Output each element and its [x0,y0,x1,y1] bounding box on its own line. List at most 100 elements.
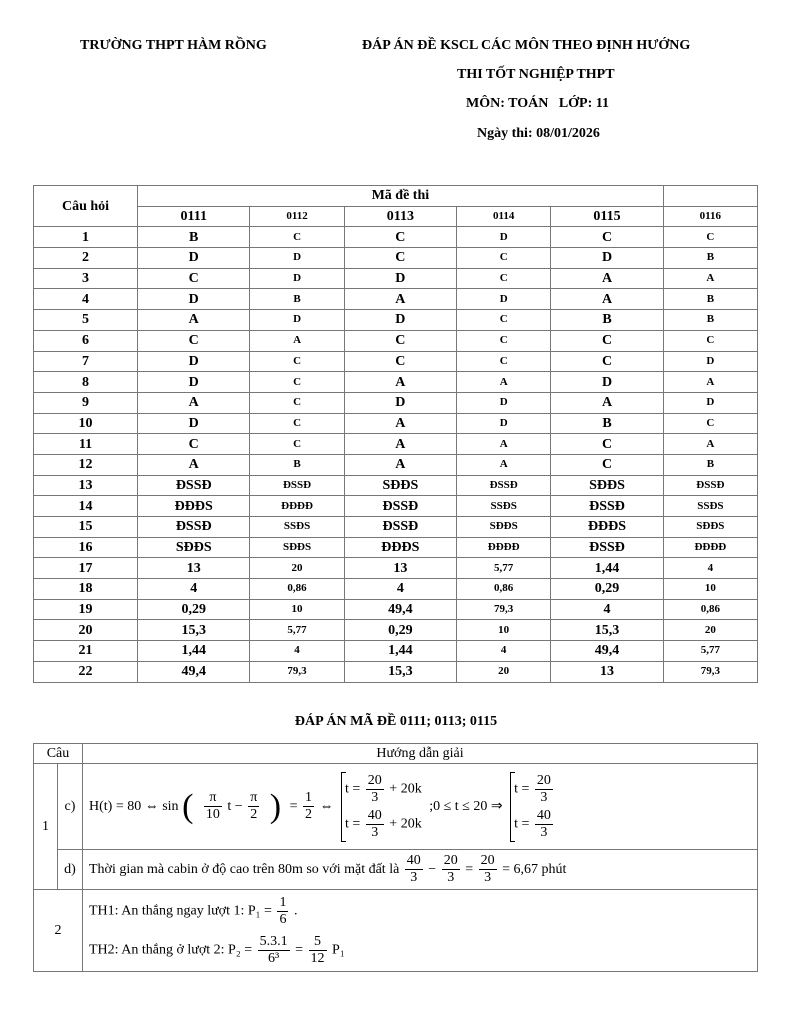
math-text: = [461,861,477,877]
answer-cell: 4 [343,578,458,600]
question-number-cell: 19 [33,598,138,621]
answer-cell: ĐSSĐ [136,474,251,497]
fraction-denominator: 2 [250,807,258,822]
answer-cell: ĐĐĐĐ [249,495,345,517]
answer-cell: 15,3 [136,619,251,642]
answer-cell: D [343,267,458,290]
math-text: − [424,861,440,877]
math-fraction: 5 12 [308,934,327,967]
answer-cell: 5,77 [249,619,345,642]
table-row: 18 4 0,86 4 0,86 0,29 10 [33,578,759,600]
fraction-numerator: 1 [277,894,289,912]
answer-cell: 10 [249,598,345,621]
question-number-cell: 7 [33,350,138,373]
math-fraction: 20 3 [478,853,497,886]
answer-cell: B [550,309,664,331]
answer-cell: 49,4 [343,598,458,621]
math-text: H(t) = 80 ⇔ sin [89,798,183,814]
fraction-numerator: 20 [365,772,384,790]
math-text: t = [345,816,364,832]
solution-section-title: ĐÁP ÁN MÃ ĐỀ 0111; 0113; 0115 [294,714,498,729]
system-line: t = 40 3 [514,807,555,842]
answer-cell: D [136,247,251,269]
answer-cell: D [662,391,759,414]
answer-cell: 79,3 [249,660,345,683]
answer-cell: A [343,412,458,435]
math-text: Thời gian mà cabin ở độ cao trên 80m so … [89,861,403,877]
question-number-cell: 18 [33,578,138,600]
answer-cell: C [136,433,251,455]
answer-cell: A [343,288,458,311]
answer-cell: D [456,288,552,311]
answer-cell: A [136,391,251,414]
answer-cell: A [343,433,458,455]
math-text: = [291,942,307,958]
fraction-numerator: 1 [303,790,314,807]
math-text: ⇔ [316,798,337,814]
fraction-denominator: 3 [371,789,379,805]
answer-cell: ĐSSĐ [456,474,552,497]
math-fraction: 40 3 [404,853,423,886]
answer-cell: D [550,371,664,393]
answer-cell: D [343,391,458,414]
answer-cell: A [456,371,552,393]
question-number-cell: 14 [33,495,138,517]
fraction-denominator: 6³ [268,950,280,966]
answer-cell: C [343,226,458,249]
fraction-numerator: π [203,790,222,807]
answer-cell: 0,86 [456,578,552,600]
fraction-numerator: 40 [534,807,553,825]
answer-cell: 15,3 [550,619,664,642]
answer-cell: 1,44 [136,640,251,662]
answer-cell: C [456,329,552,352]
subject-grade: MÔN: TOÁN LỚP: 11 [466,96,609,111]
math-fraction: 20 3 [441,853,460,886]
answer-cell: 79,3 [662,660,759,683]
answer-cell: ĐSSĐ [550,495,664,517]
table-row: 15 ĐSSĐ SSĐS ĐSSĐ SĐĐS ĐĐĐS SĐĐS [33,516,759,538]
answer-cell: 1,44 [343,640,458,662]
fraction-denominator: 3 [447,870,455,885]
answer-cell: 10 [662,578,759,600]
answer-cell: C [662,329,759,352]
answer-cell: 0,29 [343,619,458,642]
math-bracket-system: t = 20 3 t = 40 3 [510,771,555,842]
exam-code-header: 0112 [249,205,345,228]
answer-cell: 0,29 [550,578,664,600]
answer-cell: C [249,412,345,435]
answer-cell: ĐSSĐ [343,516,458,538]
math-fraction: 20 3 [365,772,384,806]
answer-cell: SĐĐS [550,474,664,497]
answer-cell: 1,44 [550,557,664,580]
answer-cell: B [249,288,345,311]
answer-cell: D [550,247,664,269]
answer-cell: D [343,309,458,331]
answer-cell: A [343,453,458,476]
answer-cell: C [456,267,552,290]
answer-cell: ĐSSĐ [662,474,759,497]
exam-code-header: 0113 [343,205,458,228]
answer-cell: B [662,453,759,476]
answer-cell: C [343,329,458,352]
answer-cell: 20 [662,619,759,642]
answer-cell: ĐSSĐ [249,474,345,497]
question-number-cell: 6 [33,329,138,352]
answer-cell: D [136,288,251,311]
answer-cell: A [136,309,251,331]
answer-cell: ĐĐĐĐ [456,536,552,559]
fraction-denominator: 10 [205,807,220,822]
question-number-cell: 13 [33,474,138,497]
answer-cell: C [550,329,664,352]
exam-code-header: 0115 [550,205,664,228]
math-text: ) [261,787,290,825]
answer-cell: D [249,247,345,269]
answer-cell: D [136,350,251,373]
table-row: 10 D C A D B C [33,412,759,435]
answer-cell: C [550,226,664,249]
answer-cell: C [136,329,251,352]
